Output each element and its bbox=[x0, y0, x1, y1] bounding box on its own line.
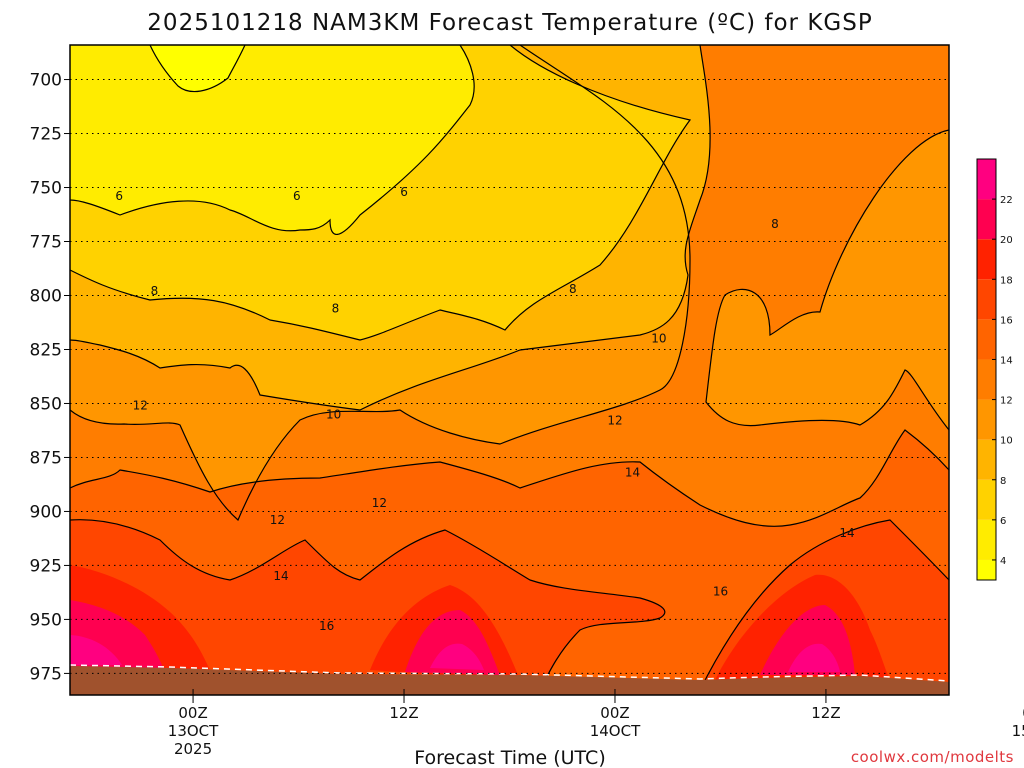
colorbar-band bbox=[977, 519, 996, 560]
y-tick-label: 950 bbox=[30, 610, 62, 630]
x-axis-label: Forecast Time (UTC) bbox=[414, 747, 605, 768]
terrain bbox=[70, 666, 949, 695]
colorbar-tick-label: 20 bbox=[1000, 235, 1013, 246]
contour-label: 10 bbox=[326, 407, 341, 421]
y-tick-label: 725 bbox=[30, 125, 62, 145]
y-tick-label: 875 bbox=[30, 448, 62, 468]
contour-14 bbox=[70, 429, 949, 527]
contour-label: 8 bbox=[332, 301, 340, 315]
contour-label: 14 bbox=[839, 526, 854, 540]
x-tick-label: 14OCT bbox=[590, 722, 641, 740]
contour-10 bbox=[70, 45, 711, 411]
x-tick-label: 12Z bbox=[811, 704, 840, 722]
x-axis: 00Z13OCT202512Z00Z14OCT12Z00Z15OCT bbox=[168, 689, 1024, 758]
y-tick-label: 800 bbox=[30, 286, 62, 306]
contour-label: 12 bbox=[270, 513, 285, 527]
contour-12 bbox=[70, 45, 691, 521]
x-tick-label: 00Z bbox=[600, 704, 629, 722]
y-tick-label: 775 bbox=[30, 233, 62, 253]
plot-area: 6 6 6 8 8 8 8 10 10 12 12 12 12 12 14 14 14 16 16 16 bbox=[70, 45, 1024, 695]
contour-label: 16 bbox=[319, 619, 334, 633]
gridlines bbox=[70, 79, 949, 674]
colorbar-band bbox=[977, 239, 996, 280]
contour-label: 8 bbox=[569, 282, 577, 296]
contour-labels: 6 6 6 8 8 8 8 10 10 12 12 12 12 12 14 14 14 16 16 16 bbox=[115, 185, 1024, 633]
contour-label: 6 bbox=[400, 185, 408, 199]
contour-lines bbox=[70, 45, 949, 691]
colorbar-band bbox=[977, 479, 996, 520]
y-axis: 700 725 750 775 800 825 850 875 900 925 950 975 bbox=[30, 71, 70, 684]
contour-4 bbox=[149, 45, 246, 93]
contour-16 bbox=[70, 519, 666, 691]
y-tick-label: 925 bbox=[30, 556, 62, 576]
x-tick-label: 00Z bbox=[1022, 704, 1024, 722]
contour-16b bbox=[699, 519, 949, 691]
contour-8 bbox=[70, 45, 692, 341]
chart-title: 2025101218 NAM3KM Forecast Temperature (… bbox=[147, 10, 872, 36]
colorbar-tick-label: 12 bbox=[1000, 396, 1013, 407]
band-16-18 bbox=[70, 519, 949, 695]
contour-label: 12 bbox=[607, 414, 622, 428]
x-tick-label: 00Z bbox=[178, 704, 207, 722]
colorbar-tick-label: 14 bbox=[1000, 355, 1013, 366]
x-tick-label: 15OCT bbox=[1012, 722, 1024, 740]
colorbar-band bbox=[977, 399, 996, 440]
colorbar-tick-label: 10 bbox=[1000, 436, 1013, 447]
x-tick-label: 12Z bbox=[389, 704, 418, 722]
colorbar-band bbox=[977, 159, 996, 200]
contour-label: 8 bbox=[771, 217, 779, 231]
colorbar-band bbox=[977, 199, 996, 240]
contour-label: 16 bbox=[1012, 489, 1024, 503]
contour-12b bbox=[705, 129, 949, 431]
y-tick-label: 700 bbox=[30, 71, 62, 91]
contour-label: 12 bbox=[133, 399, 148, 413]
y-tick-label: 825 bbox=[30, 340, 62, 360]
colorbar-tick-label: 6 bbox=[1000, 516, 1006, 527]
band-22-24 bbox=[70, 635, 840, 672]
plot-frame bbox=[69, 44, 950, 696]
y-tick-label: 750 bbox=[30, 179, 62, 199]
contour-label: 12 bbox=[372, 496, 387, 510]
y-tick-label: 900 bbox=[30, 502, 62, 522]
contour-label: 14 bbox=[273, 569, 288, 583]
colorbar-frame bbox=[976, 158, 997, 581]
colorbar-tick-label: 18 bbox=[1000, 275, 1013, 286]
colorbar-tick-label: 22 bbox=[1000, 195, 1013, 206]
contour-label: 6 bbox=[293, 189, 301, 203]
colorbar: 4 6 8 10 12 14 16 18 20 22 bbox=[976, 158, 1013, 581]
band-3-4 bbox=[150, 45, 245, 92]
band-18-20 bbox=[70, 565, 890, 680]
colorbar-band bbox=[977, 319, 996, 360]
colorbar-tick-label: 8 bbox=[1000, 476, 1006, 487]
colorbar-tick-label: 4 bbox=[1000, 556, 1006, 567]
band-20-22 bbox=[70, 600, 855, 675]
contour-label: 6 bbox=[115, 189, 123, 203]
x-tick-label: 2025 bbox=[174, 740, 212, 758]
colorbar-band bbox=[977, 359, 996, 400]
credit-text[interactable]: coolwx.com/modelts bbox=[851, 748, 1014, 766]
terrain-edge bbox=[70, 664, 949, 682]
colorbar-band bbox=[977, 439, 996, 480]
colorbar-band bbox=[977, 279, 996, 320]
colorbar-band bbox=[977, 559, 996, 580]
y-tick-label: 975 bbox=[30, 664, 62, 684]
y-tick-label: 850 bbox=[30, 394, 62, 414]
contour-label: 10 bbox=[651, 332, 666, 346]
x-tick-label: 13OCT bbox=[168, 722, 219, 740]
contour-label: 12 bbox=[950, 284, 965, 298]
contour-label: 16 bbox=[713, 584, 728, 598]
contour-label: 8 bbox=[151, 284, 159, 298]
contour-6 bbox=[70, 45, 475, 235]
contour-label: 14 bbox=[625, 466, 640, 480]
colorbar-tick-label: 16 bbox=[1000, 315, 1013, 326]
